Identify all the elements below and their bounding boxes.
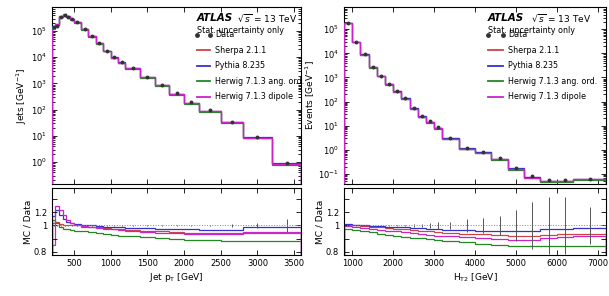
Text: Herwig 7.1.3 dipole: Herwig 7.1.3 dipole	[508, 92, 586, 101]
Text: Sherpa 2.1.1: Sherpa 2.1.1	[508, 46, 559, 55]
Y-axis label: MC / Data: MC / Data	[315, 200, 325, 244]
Text: Data: Data	[216, 30, 234, 39]
Text: Pythia 8.235: Pythia 8.235	[508, 61, 558, 70]
Text: $\sqrt{s}$ = 13 TeV: $\sqrt{s}$ = 13 TeV	[235, 13, 298, 24]
Y-axis label: MC / Data: MC / Data	[23, 200, 32, 244]
Text: Herwig 7.1.3 ang. ord.: Herwig 7.1.3 ang. ord.	[216, 77, 304, 86]
Text: Data: Data	[508, 30, 527, 39]
Text: Stat. uncertainty only: Stat. uncertainty only	[488, 26, 575, 35]
Text: Sherpa 2.1.1: Sherpa 2.1.1	[216, 46, 267, 55]
Y-axis label: Jets [GeV$^{-1}$]: Jets [GeV$^{-1}$]	[15, 67, 29, 124]
Text: $\sqrt{s}$ = 13 TeV: $\sqrt{s}$ = 13 TeV	[529, 13, 591, 24]
X-axis label: Jet p$_{\mathrm{T}}$ [GeV]: Jet p$_{\mathrm{T}}$ [GeV]	[149, 271, 204, 284]
Y-axis label: Events [GeV$^{-1}$]: Events [GeV$^{-1}$]	[304, 61, 317, 131]
Text: Herwig 7.1.3 ang. ord.: Herwig 7.1.3 ang. ord.	[508, 77, 597, 86]
Text: ATLAS: ATLAS	[488, 13, 524, 23]
Text: ATLAS: ATLAS	[197, 13, 233, 23]
X-axis label: H$_{\mathrm{T2}}$ [GeV]: H$_{\mathrm{T2}}$ [GeV]	[452, 271, 498, 284]
Text: Pythia 8.235: Pythia 8.235	[216, 61, 266, 70]
Text: Stat. uncertainty only: Stat. uncertainty only	[197, 26, 284, 35]
Text: Herwig 7.1.3 dipole: Herwig 7.1.3 dipole	[216, 92, 294, 101]
